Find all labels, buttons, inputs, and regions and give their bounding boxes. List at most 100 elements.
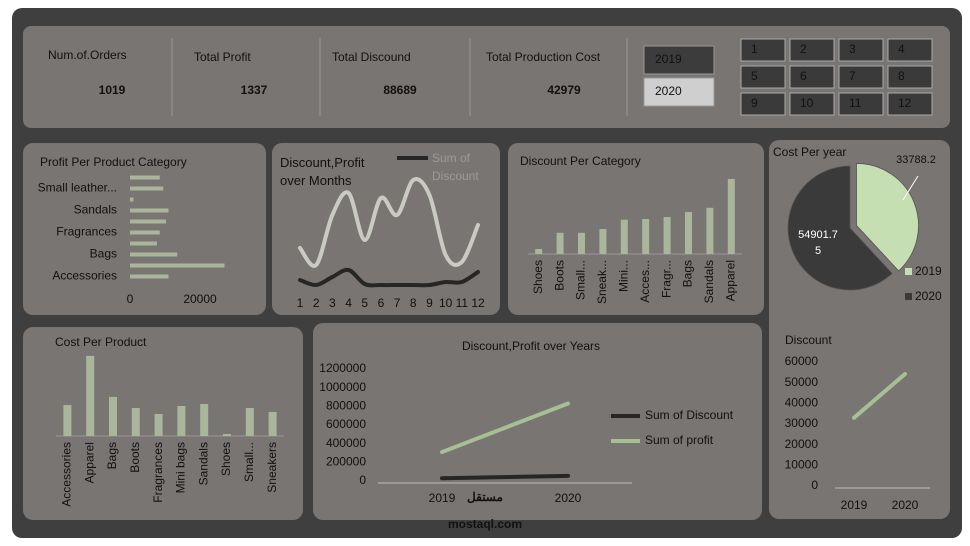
year-button-label[interactable]: 2019	[655, 52, 682, 66]
month-button-label[interactable]: 10	[800, 96, 814, 110]
bar	[130, 186, 164, 191]
panel	[272, 143, 500, 315]
month-button-label[interactable]: 3	[849, 42, 856, 56]
month-button-label[interactable]: 5	[751, 69, 758, 83]
month-button-label[interactable]: 11	[849, 96, 862, 110]
bar	[63, 404, 72, 436]
x-tick-label: 4	[345, 296, 352, 310]
data-label: 54901.75	[798, 229, 838, 257]
month-button-label[interactable]: 9	[751, 96, 758, 110]
month-button-label[interactable]: 12	[898, 96, 912, 110]
x-tick-label: 1	[297, 296, 304, 310]
month-button[interactable]	[789, 92, 835, 116]
kpi-panel	[23, 26, 950, 128]
month-button[interactable]	[887, 92, 933, 116]
x-tick-label: Apparel	[723, 260, 737, 301]
month-button[interactable]	[887, 65, 933, 89]
kpi-value: 1337	[241, 83, 268, 97]
x-tick-label: 2020	[555, 491, 582, 505]
x-tick-label: Apparel	[82, 442, 96, 483]
y-tick-label: Sandals	[74, 203, 117, 217]
legend-label: Sum of profit	[645, 433, 714, 447]
chart-title: Cost Per Product	[55, 335, 147, 349]
x-tick-label: 7	[394, 296, 401, 310]
bar	[200, 403, 209, 436]
kpi-label: Num.of.Orders	[48, 48, 127, 62]
x-tick-label: Sneak...	[595, 260, 609, 304]
watermark: mostaql.com	[448, 517, 522, 531]
chart-title: Discount Per Category	[520, 154, 641, 168]
bar	[599, 228, 607, 254]
x-tick-label: 3	[329, 296, 336, 310]
y-tick-label: 800000	[326, 399, 366, 413]
x-tick-label: Mini...	[616, 260, 630, 292]
y-tick-label: 1000000	[319, 380, 366, 394]
month-button[interactable]	[740, 65, 786, 89]
kpi-value: 42979	[547, 83, 581, 97]
y-tick-label: Accessories	[52, 269, 117, 283]
month-button-label[interactable]: 7	[849, 69, 856, 83]
bar	[245, 407, 254, 436]
pie-slice	[856, 163, 919, 272]
x-tick-label: Fragrances	[151, 442, 165, 503]
month-button[interactable]	[838, 92, 884, 116]
bar	[642, 218, 650, 254]
line	[440, 473, 570, 481]
x-tick-label: 2020	[892, 498, 919, 512]
bar	[130, 252, 178, 257]
chart-title: Discount	[785, 333, 832, 347]
x-tick-label: Small...	[242, 442, 256, 482]
y-tick-label: 200000	[326, 455, 366, 469]
x-tick-label: Mini bags	[174, 442, 188, 493]
x-tick-label: Sandals	[702, 260, 716, 303]
leader-line	[902, 175, 919, 201]
bar	[130, 197, 134, 202]
month-button[interactable]	[789, 65, 835, 89]
bar	[727, 178, 735, 254]
bar	[130, 274, 169, 279]
y-tick-label: 0	[359, 473, 366, 487]
x-tick-label: 11	[456, 296, 469, 310]
data-label: 33788.2	[896, 154, 936, 166]
x-tick-label: 8	[410, 296, 417, 310]
y-tick-label: 600000	[326, 417, 366, 431]
month-button[interactable]	[838, 65, 884, 89]
x-tick-label: Sandals	[196, 442, 210, 485]
bar	[620, 219, 628, 254]
bar	[268, 411, 277, 436]
line	[298, 267, 480, 288]
legend-swatch	[905, 268, 912, 275]
bar	[130, 219, 167, 224]
bar	[706, 207, 714, 254]
bar	[130, 263, 225, 268]
month-button-label[interactable]: 4	[898, 42, 905, 56]
bar	[223, 434, 231, 436]
y-tick-label: 40000	[785, 396, 819, 410]
year-button[interactable]	[643, 77, 715, 107]
month-button[interactable]	[789, 38, 835, 62]
x-tick-label: Boots	[552, 260, 566, 291]
month-button[interactable]	[740, 38, 786, 62]
month-button[interactable]	[838, 38, 884, 62]
month-button-label[interactable]: 2	[800, 42, 807, 56]
x-tick-label: Fragr...	[659, 260, 673, 298]
x-tick-label: 2	[313, 296, 320, 310]
year-button[interactable]	[643, 45, 715, 75]
month-button[interactable]	[887, 38, 933, 62]
month-button-label[interactable]: 8	[898, 69, 905, 83]
bar	[86, 355, 95, 436]
x-tick-label: Boots	[128, 442, 142, 473]
chart-title: Cost Per year	[773, 145, 846, 159]
x-tick-label: 2019	[429, 491, 456, 505]
y-tick-label: 30000	[785, 416, 819, 430]
y-tick-label: 0	[811, 478, 818, 492]
month-button-label[interactable]: 6	[800, 69, 807, 83]
chart-title: Profit Per Product Category	[40, 155, 187, 169]
panel	[23, 143, 266, 315]
month-button[interactable]	[740, 92, 786, 116]
month-button-label[interactable]: 1	[751, 42, 758, 56]
kpi-label: Total Discound	[332, 50, 411, 64]
y-tick-label: 1200000	[319, 361, 366, 375]
year-button-label[interactable]: 2020	[655, 84, 682, 98]
